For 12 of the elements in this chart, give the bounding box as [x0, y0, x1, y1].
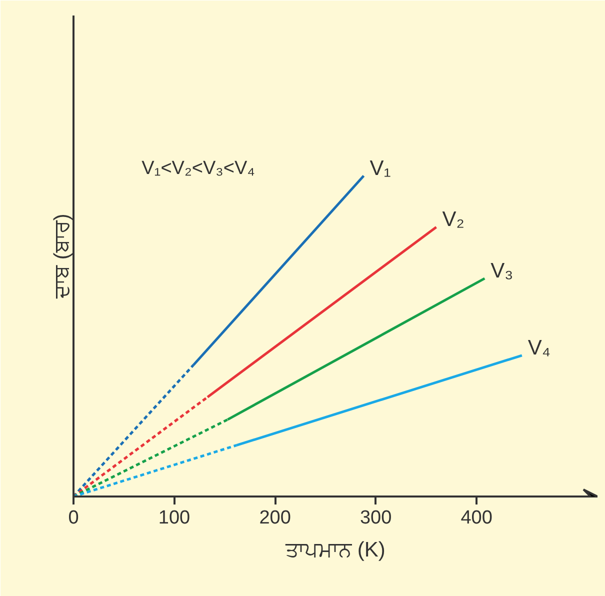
- x-tick-label: 0: [68, 508, 79, 528]
- series-label: V₃: [490, 259, 514, 282]
- x-tick-label: 400: [460, 508, 492, 528]
- series-label: V₁: [370, 156, 391, 180]
- x-tick-label: 300: [360, 508, 392, 528]
- annotation: V₁<V₂<V₃<V₄: [142, 158, 256, 180]
- series-label: V₄: [528, 336, 551, 360]
- x-tick-label: 100: [158, 508, 190, 528]
- x-tick-label: 200: [259, 508, 291, 528]
- x-axis-title: ਤਾਪਮਾਨ (K): [284, 538, 386, 562]
- series-label: V₂: [442, 208, 464, 232]
- y-axis-title: ਦਾਬ (ਬਾਰ): [50, 214, 74, 300]
